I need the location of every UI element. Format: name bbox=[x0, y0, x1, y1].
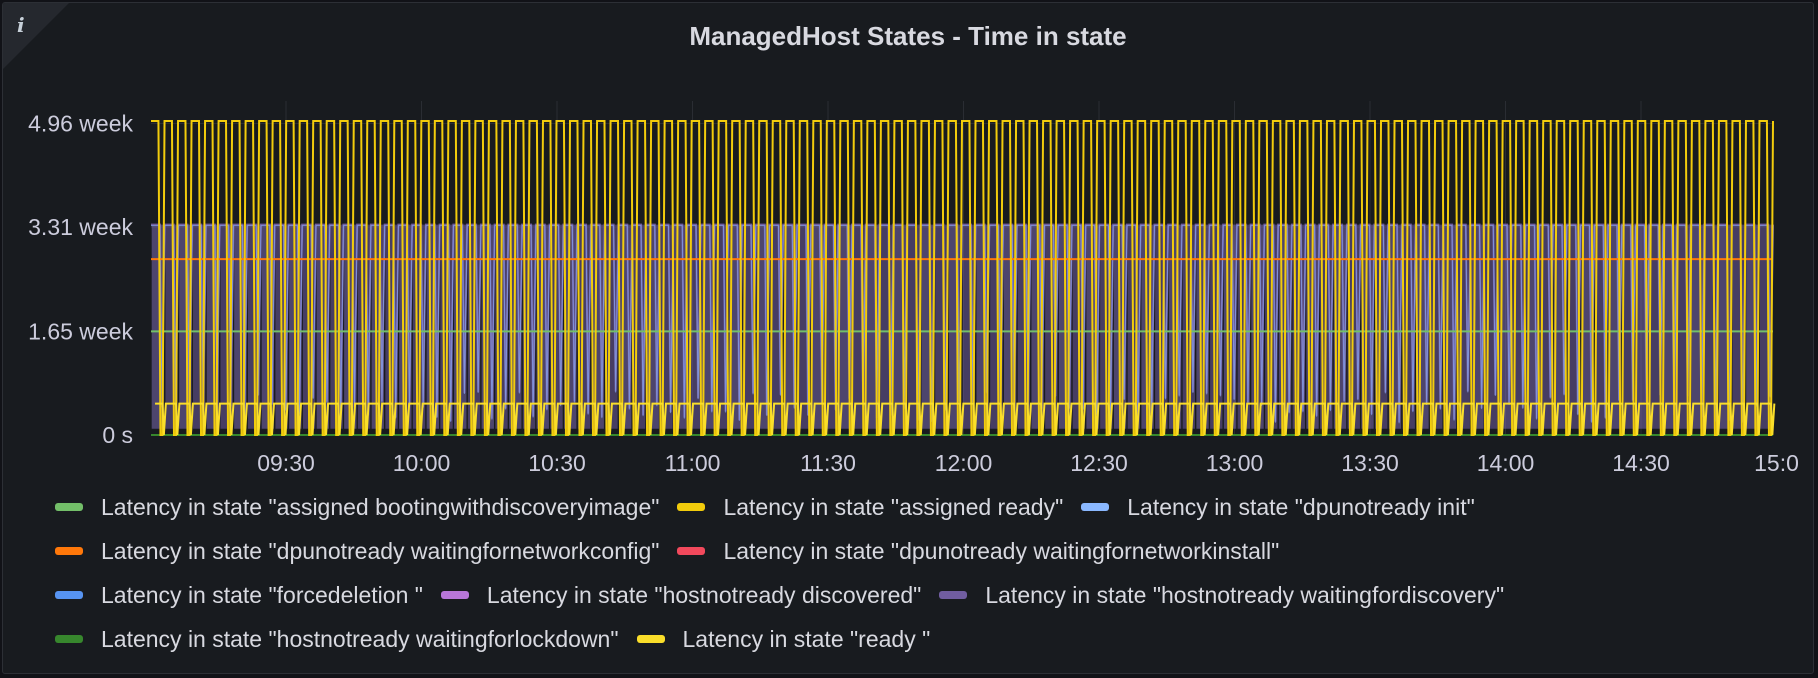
x-tick-label: 12:00 bbox=[935, 450, 993, 476]
x-tick-label: 12:30 bbox=[1070, 450, 1128, 476]
legend-label: Latency in state "hostnotready waitingfo… bbox=[985, 581, 1505, 608]
x-tick-label: 13:30 bbox=[1341, 450, 1399, 476]
legend-item[interactable]: Latency in state "hostnotready waitingfo… bbox=[939, 582, 1504, 609]
legend-swatch bbox=[677, 503, 706, 511]
legend-label: Latency in state "assigned ready" bbox=[723, 493, 1064, 520]
x-tick-label: 14:30 bbox=[1612, 450, 1670, 476]
legend-item[interactable]: Latency in state "ready " bbox=[636, 625, 931, 653]
legend-swatch bbox=[55, 547, 83, 555]
x-tick-label: 09:30 bbox=[257, 450, 315, 476]
legend-item[interactable]: Latency in state "assigned ready" bbox=[677, 494, 1063, 521]
legend-item[interactable]: Latency in state "hostnotready waitingfo… bbox=[55, 626, 619, 653]
legend-item[interactable]: Latency in state "dpunotready init" bbox=[1081, 494, 1475, 521]
y-tick-label: 3.31 week bbox=[28, 214, 133, 240]
legend-swatch bbox=[677, 547, 706, 555]
legend-row: Latency in state "assigned bootingwithdi… bbox=[55, 485, 1795, 529]
panel-title[interactable]: ManagedHost States - Time in state bbox=[689, 21, 1127, 51]
legend-item[interactable]: Latency in state "forcedeletion " bbox=[55, 582, 423, 609]
legend-swatch bbox=[636, 635, 665, 643]
legend-label: Latency in state "hostnotready waitingfo… bbox=[101, 625, 619, 652]
x-tick-label: 15:0 bbox=[1754, 450, 1799, 476]
legend-item[interactable]: Latency in state "dpunotready waitingfor… bbox=[55, 538, 659, 565]
legend-label: Latency in state "hostnotready discovere… bbox=[486, 581, 922, 608]
legend-swatch bbox=[55, 503, 83, 511]
y-tick-label: 0 s bbox=[102, 422, 133, 448]
legend-swatch bbox=[440, 591, 469, 599]
panel-info-corner[interactable] bbox=[3, 3, 69, 69]
legend-label: Latency in state "dpunotready waitingfor… bbox=[101, 537, 660, 564]
legend-item[interactable]: Latency in state "hostnotready discovere… bbox=[440, 581, 922, 609]
legend-swatch bbox=[55, 591, 83, 599]
x-tick-label: 11:00 bbox=[665, 450, 721, 476]
info-icon[interactable]: i bbox=[17, 13, 25, 37]
legend-label: Latency in state "dpunotready waitingfor… bbox=[723, 537, 1280, 564]
chart-legend: Latency in state "assigned bootingwithdi… bbox=[55, 485, 1795, 661]
legend-label: Latency in state "forcedeletion " bbox=[101, 581, 423, 608]
x-tick-label: 11:30 bbox=[800, 450, 856, 476]
legend-label: Latency in state "assigned bootingwithdi… bbox=[101, 493, 660, 520]
legend-row: Latency in state "dpunotready waitingfor… bbox=[55, 529, 1795, 573]
legend-label: Latency in state "dpunotready init" bbox=[1127, 493, 1475, 520]
series-line-ready bbox=[155, 402, 1776, 436]
legend-label: Latency in state "ready " bbox=[682, 625, 931, 652]
legend-row: Latency in state "forcedeletion " Latency… bbox=[55, 573, 1795, 617]
legend-row: Latency in state "hostnotready waitingfo… bbox=[55, 617, 1795, 661]
legend-item[interactable]: Latency in state "dpunotready waitingfor… bbox=[677, 538, 1279, 565]
x-tick-label: 10:00 bbox=[393, 450, 451, 476]
legend-item[interactable]: Latency in state "assigned bootingwithdi… bbox=[55, 494, 659, 521]
x-tick-label: 14:00 bbox=[1477, 450, 1535, 476]
x-tick-label: 10:30 bbox=[528, 450, 586, 476]
y-tick-label: 4.96 week bbox=[28, 111, 133, 137]
legend-swatch bbox=[939, 591, 968, 599]
x-tick-label: 13:00 bbox=[1206, 450, 1264, 476]
series-line-assigned-ready bbox=[151, 120, 1774, 436]
legend-swatch bbox=[55, 635, 83, 643]
legend-swatch bbox=[1081, 503, 1110, 511]
chart-plot-area[interactable]: 0 s 1.65 week 3.31 week 4.96 week 09:30 10:00… bbox=[3, 3, 1814, 483]
y-tick-label: 1.65 week bbox=[28, 318, 133, 344]
